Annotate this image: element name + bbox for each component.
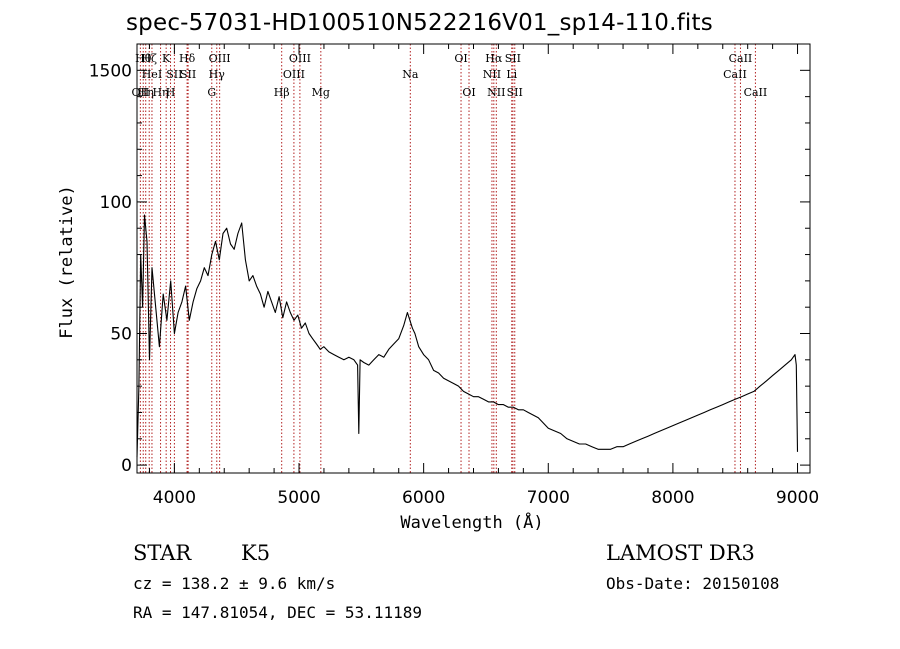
axis-ticks xyxy=(137,44,810,473)
marker-label-14: Hβ xyxy=(274,86,290,99)
spectrum-line xyxy=(136,214,799,458)
coordinates-text: RA = 147.81054, DEC = 53.11189 xyxy=(133,603,422,622)
chart-title: spec-57031-HD100510N522216V01_sp14-110.f… xyxy=(126,10,713,36)
y-tick-label-2: 100 xyxy=(100,193,132,213)
marker-label-10: SII xyxy=(180,68,196,81)
x-tick-label-3: 7000 xyxy=(527,488,570,508)
marker-label-22: Hα xyxy=(485,52,503,65)
marker-label-12: Hγ xyxy=(209,68,226,81)
plot-frame xyxy=(136,43,811,474)
marker-label-24: Li xyxy=(506,68,517,81)
marker-label-6: K xyxy=(162,52,171,65)
object-class: STAR xyxy=(133,541,192,565)
obs-date-text: Obs-Date: 20150108 xyxy=(606,574,780,593)
marker-label-5: Hη xyxy=(152,86,168,99)
x-tick-label-2: 6000 xyxy=(402,488,445,508)
line-marker-labels: OII Hθ Hη Hζ HeI Hη K H SII Hδ SII G Hγ OIII Hβ OIII OII… xyxy=(132,52,768,99)
survey-name: LAMOST DR3 xyxy=(606,541,755,565)
marker-label-29: CaII xyxy=(744,86,768,99)
marker-label-21: NII xyxy=(483,68,501,81)
marker-label-25: SII xyxy=(505,52,521,65)
y-tick-label-3: 1500 xyxy=(89,61,132,81)
marker-label-18: Na xyxy=(402,68,419,81)
axis-tick-labels: 4000 5000 6000 7000 8000 9000 0 50 100 1500 xyxy=(89,61,819,508)
marker-label-17: Mg xyxy=(312,86,330,99)
y-tick-label-0: 0 xyxy=(121,456,132,476)
redshift-text: cz = 138.2 ± 9.6 km/s xyxy=(133,574,336,593)
x-tick-label-5: 9000 xyxy=(776,488,819,508)
marker-label-16: OIII xyxy=(289,52,311,65)
marker-label-3: Hζ xyxy=(141,52,157,65)
x-tick-label-4: 8000 xyxy=(651,488,694,508)
marker-label-2: Hη xyxy=(138,86,154,99)
y-tick-label-1: 50 xyxy=(110,325,132,345)
x-axis-label: Wavelength (Å) xyxy=(400,511,543,533)
marker-label-11: G xyxy=(207,86,216,99)
marker-label-20: OI xyxy=(462,86,475,99)
marker-label-4: HeI xyxy=(142,68,162,81)
marker-label-27: CaII xyxy=(723,68,747,81)
marker-label-1: Hθ xyxy=(135,52,152,65)
marker-label-23: NII xyxy=(487,86,505,99)
marker-label-0: OII xyxy=(132,86,150,99)
x-tick-label-1: 5000 xyxy=(277,488,320,508)
y-axis-label: Flux (relative) xyxy=(57,185,77,339)
spectrum-series xyxy=(136,214,799,458)
marker-label-13: OIII xyxy=(209,52,231,65)
marker-label-8: SII xyxy=(166,68,182,81)
marker-label-7: H xyxy=(166,86,176,99)
marker-label-15: OIII xyxy=(283,68,305,81)
marker-label-19: OI xyxy=(454,52,467,65)
emission-line-markers xyxy=(139,44,756,473)
object-subclass: K5 xyxy=(241,541,271,565)
marker-label-9: Hδ xyxy=(179,52,196,65)
x-tick-label-0: 4000 xyxy=(153,488,196,508)
marker-label-28: CaII xyxy=(729,52,753,65)
marker-label-26: SII xyxy=(507,86,523,99)
